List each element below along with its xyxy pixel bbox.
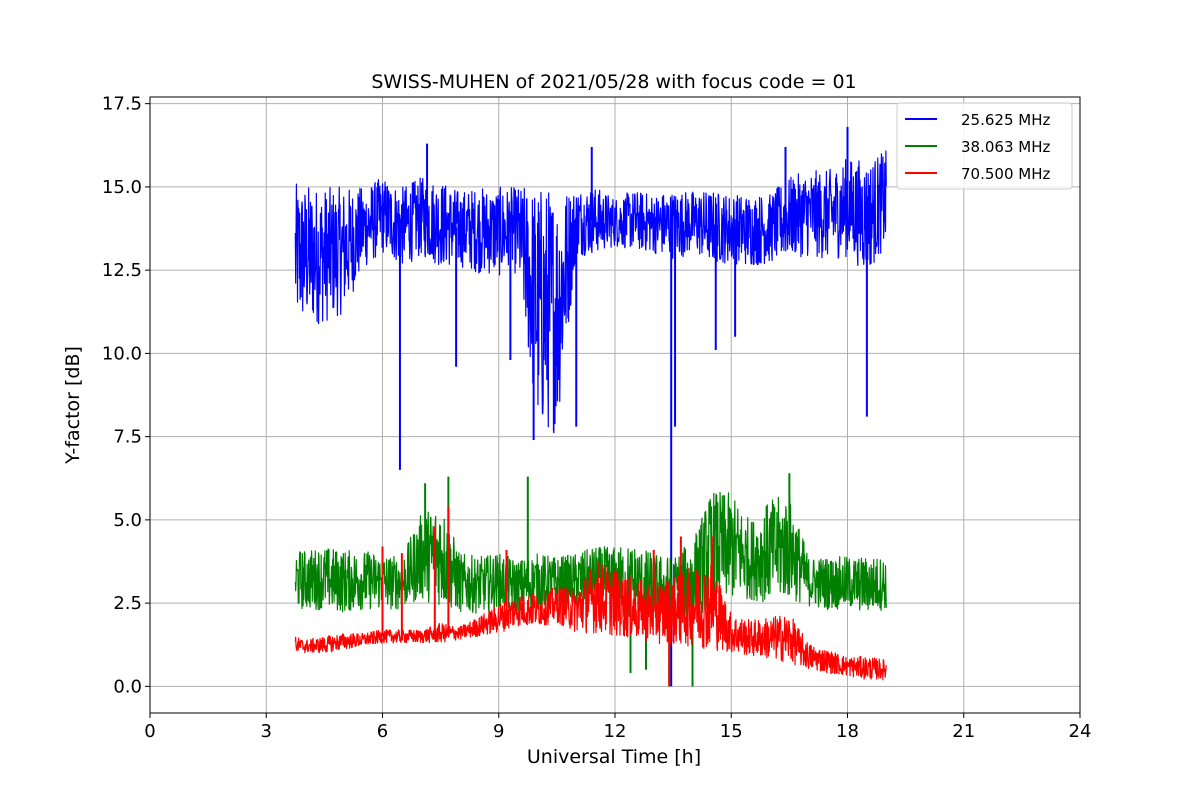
y-tick-label: 12.5: [102, 260, 142, 281]
series-line: [294, 562, 887, 681]
x-tick-label: 9: [493, 721, 504, 742]
y-tick-label: 7.5: [113, 427, 142, 448]
series-line: [294, 491, 887, 625]
x-tick-label: 15: [720, 721, 743, 742]
x-tick-label: 18: [836, 721, 859, 742]
series-layer: [294, 126, 887, 687]
x-tick-label: 24: [1069, 721, 1092, 742]
legend-box: [896, 102, 1073, 190]
legend-entry: 38.063 MHz: [961, 138, 1050, 156]
chart-title: SWISS-MUHEN of 2021/05/28 with focus cod…: [371, 71, 856, 93]
y-tick-label: 5.0: [113, 510, 142, 531]
y-tick-label: 0.0: [113, 676, 142, 697]
y-tick-label: 15.0: [102, 177, 142, 198]
y-tick-label: 17.5: [102, 94, 142, 115]
x-tick-label: 3: [261, 721, 272, 742]
y-tick-label: 2.5: [113, 593, 142, 614]
x-tick-label: 12: [604, 721, 627, 742]
x-tick-label: 0: [144, 721, 155, 742]
x-tick-label: 6: [377, 721, 388, 742]
legend: 25.625 MHz 38.063 MHz 70.500 MHz: [896, 102, 1073, 190]
y-tick-label: 10.0: [102, 343, 142, 364]
x-axis-label: Universal Time [h]: [527, 746, 701, 768]
legend-entry: 25.625 MHz: [961, 111, 1050, 129]
x-tick-label: 21: [952, 721, 975, 742]
y-axis-label: Y-factor [dB]: [62, 346, 84, 465]
ticks: 0 3 6 9 12 15 18 21 24 0.0 2.5 5.0 7.5 10.0 12.5 15.0 17…: [102, 94, 1092, 742]
grid: [149, 97, 1081, 713]
legend-entry: 70.500 MHz: [961, 165, 1050, 183]
